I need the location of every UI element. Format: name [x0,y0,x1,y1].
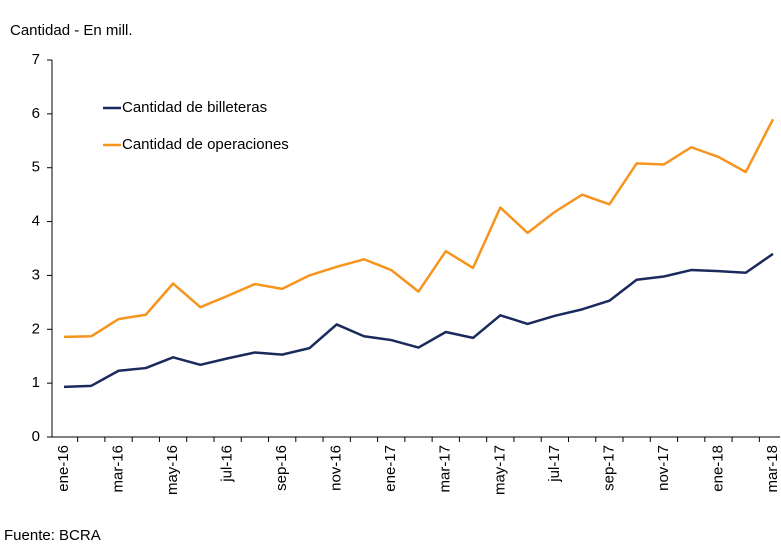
x-tick-label: nov-16 [328,445,345,491]
x-tick-label: sep-17 [600,445,617,491]
x-tick-label: ene-18 [709,445,726,492]
series-line [63,118,775,339]
y-tick-label: 2 [32,320,40,337]
x-tick-label: jul-16 [219,445,236,483]
y-tick-label: 3 [32,266,40,283]
legend-label: Cantidad de operaciones [122,136,289,153]
x-tick-label: mar-16 [110,445,127,493]
x-tick-label: may-16 [164,445,181,495]
x-tick-label: mar-18 [764,445,781,493]
y-tick-label: 6 [32,105,40,122]
legend-label: Cantidad de billeteras [122,99,267,116]
source: Fuente: BCRA [4,527,101,544]
x-tick-label: nov-17 [655,445,672,491]
x-tick-label: sep-16 [273,445,290,491]
x-tick-label: jul-17 [546,445,563,483]
y-tick-label: 0 [32,428,40,445]
y-tick-label: 1 [32,374,40,391]
y-tick-label: 7 [32,51,40,68]
series-line [63,252,774,389]
x-tick-label: ene-17 [382,445,399,492]
x-tick-label: mar-17 [437,445,454,493]
x-tick-label: ene-16 [55,445,72,492]
y-tick-label: 4 [32,213,40,230]
y-axis-title: Cantidad - En mill. [10,22,133,39]
x-tick-label: may-17 [491,445,508,495]
y-tick-label: 5 [32,159,40,176]
